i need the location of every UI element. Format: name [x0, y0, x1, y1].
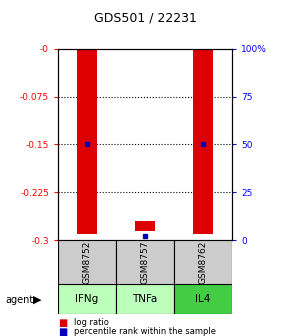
Bar: [116, 240, 174, 284]
Bar: [58, 240, 116, 284]
Bar: [193, 49, 213, 234]
Bar: [116, 284, 174, 314]
Text: log ratio: log ratio: [74, 318, 109, 327]
Text: ▶: ▶: [33, 295, 42, 305]
Text: IFNg: IFNg: [75, 294, 99, 304]
Bar: [174, 240, 232, 284]
Text: GSM8762: GSM8762: [198, 240, 208, 284]
Bar: [58, 284, 116, 314]
Bar: [135, 221, 155, 231]
Text: IL4: IL4: [195, 294, 211, 304]
Text: percentile rank within the sample: percentile rank within the sample: [74, 328, 216, 336]
Text: GSM8757: GSM8757: [140, 240, 150, 284]
Bar: [174, 284, 232, 314]
Text: GDS501 / 22231: GDS501 / 22231: [94, 12, 196, 25]
Text: agent: agent: [6, 295, 34, 305]
Text: GSM8752: GSM8752: [82, 240, 92, 284]
Text: TNFa: TNFa: [132, 294, 158, 304]
Bar: [77, 49, 97, 234]
Text: ■: ■: [58, 327, 67, 336]
Text: ■: ■: [58, 318, 67, 328]
